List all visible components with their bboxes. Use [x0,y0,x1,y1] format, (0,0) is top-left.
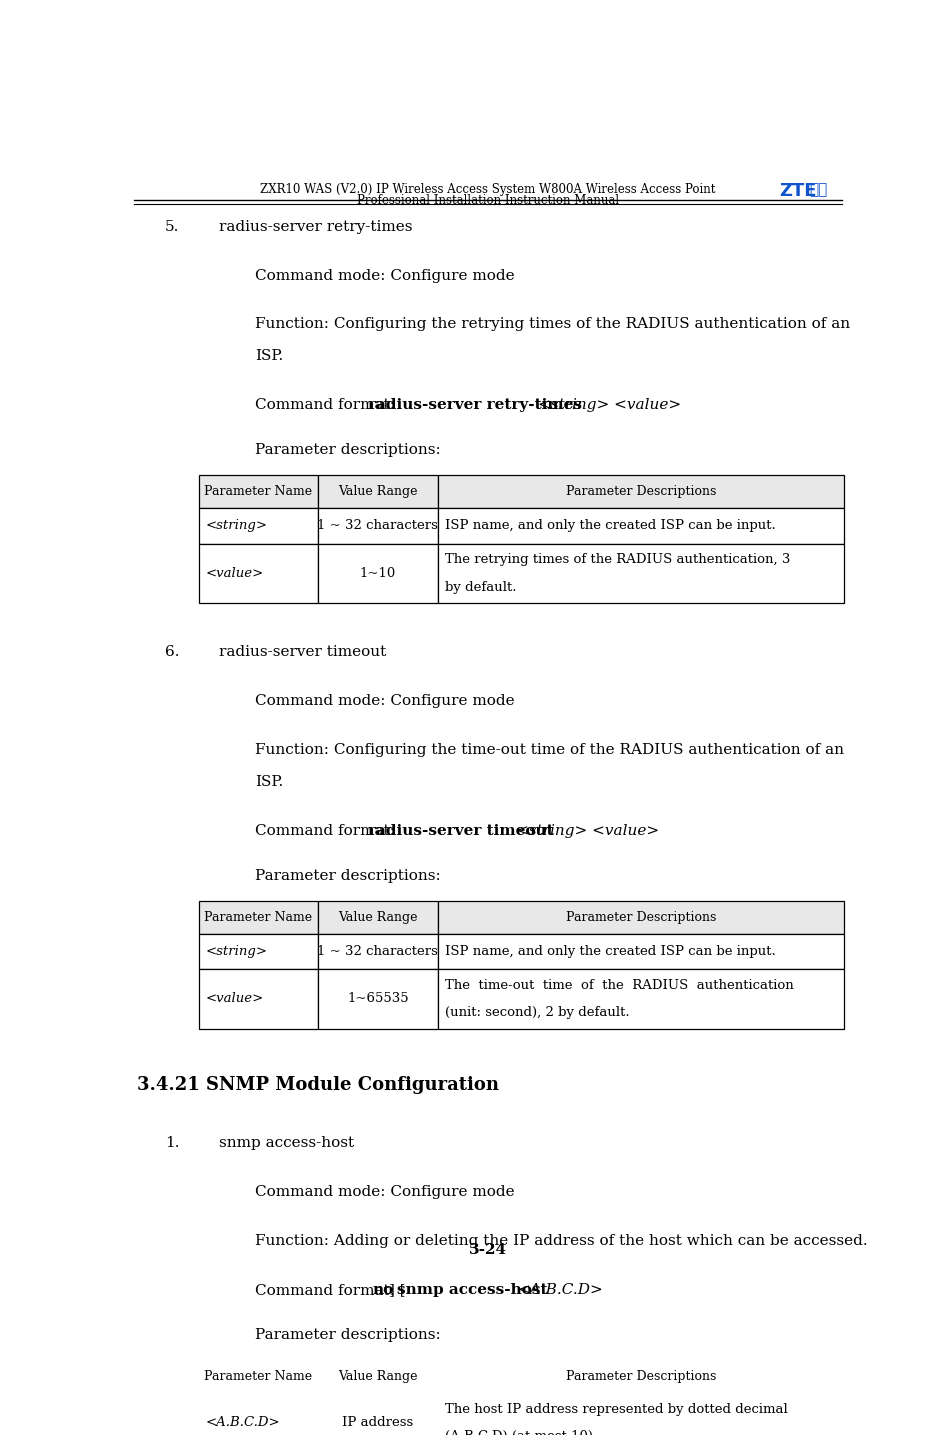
Bar [318,508,438,544]
Text: 1~65535: 1~65535 [347,993,408,1006]
Bar [318,969,438,1029]
Text: Parameter descriptions:: Parameter descriptions: [255,868,441,883]
Text: ISP name, and only the created ISP can be input.: ISP name, and only the created ISP can b… [445,519,776,532]
Bar [199,1393,318,1435]
Bar [318,544,438,603]
Text: Professional Installation Instruction Manual: Professional Installation Instruction Ma… [357,194,619,207]
Text: Value Range: Value Range [338,485,418,498]
Text: (unit: second), 2 by default.: (unit: second), 2 by default. [445,1006,629,1019]
Text: IP address: IP address [342,1416,413,1429]
Text: ISP name, and only the created ISP can be input.: ISP name, and only the created ISP can b… [445,944,776,959]
Text: Parameter descriptions:: Parameter descriptions: [255,443,441,458]
Text: <A.B.C.D>: <A.B.C.D> [206,1416,281,1429]
Text: <value>: <value> [206,993,265,1006]
Text: snmp access-host: snmp access-host [219,1137,354,1151]
Text: Value Range: Value Range [338,911,418,924]
Text: The host IP address represented by dotted decimal: The host IP address represented by dotte… [445,1402,787,1415]
Text: Command format:: Command format: [255,397,400,412]
Text: 1 ~ 32 characters: 1 ~ 32 characters [317,519,438,532]
Text: Parameter Name: Parameter Name [205,1370,312,1383]
Bar [318,901,438,934]
Bar [199,969,318,1029]
Text: Command mode: Configure mode: Command mode: Configure mode [255,268,515,283]
Bar [438,544,844,603]
Bar [318,934,438,969]
Text: Parameter Descriptions: Parameter Descriptions [565,485,716,498]
Text: ZXR10 WAS (V2.0) IP Wireless Access System W800A Wireless Access Point: ZXR10 WAS (V2.0) IP Wireless Access Syst… [260,184,716,197]
Text: radius-server timeout: radius-server timeout [367,824,559,838]
Bar [438,1360,844,1393]
Bar [199,901,318,934]
Bar [199,508,318,544]
Text: Function: Adding or deleting the IP address of the host which can be accessed.: Function: Adding or deleting the IP addr… [255,1234,868,1248]
Text: 中兴: 中兴 [809,182,827,197]
Bar [438,934,844,969]
Bar [438,969,844,1029]
Text: 1 ~ 32 characters: 1 ~ 32 characters [317,944,438,959]
Text: no: no [372,1283,393,1297]
Text: <string> <value>: <string> <value> [538,397,681,412]
Text: 1.: 1. [165,1137,179,1151]
Bar [318,1360,438,1393]
Text: <string>: <string> [206,519,268,532]
Bar [199,475,318,508]
Text: <value>: <value> [206,567,265,580]
Bar [318,1393,438,1435]
Text: 1~10: 1~10 [360,567,396,580]
Bar [438,1393,844,1435]
Text: Command format: [: Command format: [ [255,1283,407,1297]
Bar [438,508,844,544]
Text: by default.: by default. [445,581,516,594]
Text: Parameter Name: Parameter Name [205,911,312,924]
Text: Value Range: Value Range [338,1370,418,1383]
Bar [199,934,318,969]
Text: radius-server timeout: radius-server timeout [219,646,386,659]
Text: Parameter Descriptions: Parameter Descriptions [565,911,716,924]
Bar [199,544,318,603]
Text: Command mode: Configure mode: Command mode: Configure mode [255,1185,515,1200]
Text: radius-server retry-times: radius-server retry-times [367,397,587,412]
Bar [318,475,438,508]
Bar [199,1360,318,1393]
Text: Parameter descriptions:: Parameter descriptions: [255,1327,441,1342]
Bar [438,475,844,508]
Text: ISP.: ISP. [255,775,284,789]
Text: ZTE: ZTE [780,182,817,199]
Text: Function: Configuring the retrying times of the RADIUS authentication of an: Function: Configuring the retrying times… [255,317,851,331]
Text: Function: Configuring the time-out time of the RADIUS authentication of an: Function: Configuring the time-out time … [255,743,844,756]
Text: 3-24: 3-24 [468,1243,507,1257]
Text: The retrying times of the RADIUS authentication, 3: The retrying times of the RADIUS authent… [445,552,790,567]
Text: radius-server retry-times: radius-server retry-times [219,220,412,234]
Text: <A.B.C.D>: <A.B.C.D> [518,1283,604,1297]
Text: Command mode: Configure mode: Command mode: Configure mode [255,695,515,707]
Text: The  time-out  time  of  the  RADIUS  authentication: The time-out time of the RADIUS authenti… [445,979,794,992]
Text: ISP.: ISP. [255,349,284,363]
Text: ]: ] [388,1283,400,1297]
Text: (A.B.C.D) (at most 10).: (A.B.C.D) (at most 10). [445,1431,597,1435]
Text: Parameter Name: Parameter Name [205,485,312,498]
Text: 6.: 6. [165,646,179,659]
Text: Command format:: Command format: [255,824,400,838]
Text: snmp access-host: snmp access-host [397,1283,553,1297]
Text: <string> <value>: <string> <value> [516,824,659,838]
Bar [438,901,844,934]
Text: 5.: 5. [165,220,179,234]
Text: 3.4.21 SNMP Module Configuration: 3.4.21 SNMP Module Configuration [137,1076,500,1095]
Text: Parameter Descriptions: Parameter Descriptions [565,1370,716,1383]
Text: <string>: <string> [206,944,268,959]
